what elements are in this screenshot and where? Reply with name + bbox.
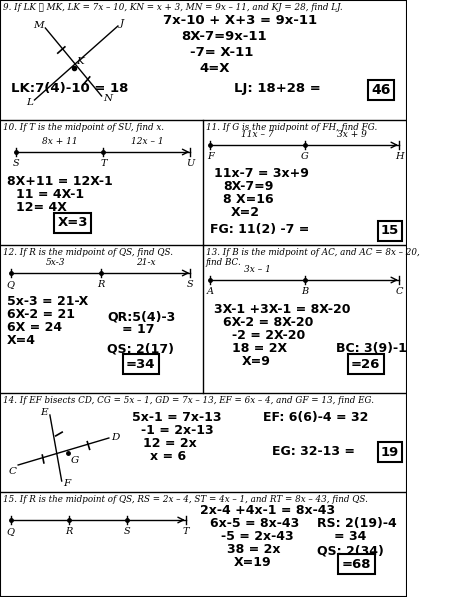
Text: 6X-2 = 21: 6X-2 = 21 [7,308,75,321]
Text: QS: 2(34): QS: 2(34) [317,545,384,558]
Text: -7= X-11: -7= X-11 [190,46,254,59]
Text: K: K [76,57,84,66]
Text: 3x – 1: 3x – 1 [244,265,271,274]
Text: 8x + 11: 8x + 11 [42,137,78,146]
Text: 5x-3: 5x-3 [46,258,66,267]
Text: F: F [207,152,214,161]
Text: EG: 32-13 =: EG: 32-13 = [272,445,355,458]
Text: 8X-7=9x-11: 8X-7=9x-11 [181,30,267,43]
Text: -1 = 2x-13: -1 = 2x-13 [141,424,213,437]
Text: 7x-10 + X+3 = 9x-11: 7x-10 + X+3 = 9x-11 [163,14,317,27]
Text: 38 = 2x: 38 = 2x [227,543,280,556]
Text: 8X+11 = 12X-1: 8X+11 = 12X-1 [7,175,113,188]
Text: LK:7(4)-10 = 18: LK:7(4)-10 = 18 [11,82,128,95]
Text: D: D [110,433,119,442]
Text: 9. If LK ≅ MK, LK = 7x – 10, KN = x + 3, MN = 9x – 11, and KJ = 28, find LJ.: 9. If LK ≅ MK, LK = 7x – 10, KN = x + 3,… [3,3,342,12]
Text: 46: 46 [371,83,391,97]
Text: 8X-7=9: 8X-7=9 [223,180,273,193]
Text: R: R [65,527,73,536]
Text: =26: =26 [351,358,380,371]
Text: 5x-1 = 7x-13: 5x-1 = 7x-13 [132,411,221,424]
Text: 11x – 7: 11x – 7 [241,130,274,139]
Text: 12 = 2x: 12 = 2x [143,437,197,450]
Text: -2 = 2X-20: -2 = 2X-20 [232,329,305,342]
Text: U: U [186,159,194,168]
Text: Q: Q [7,280,15,289]
Text: R: R [97,280,104,289]
Text: RS: 2(19)-4: RS: 2(19)-4 [317,517,397,530]
Text: Q: Q [7,527,15,536]
Text: BC: 3(9)-1: BC: 3(9)-1 [336,342,406,355]
Text: = 34: = 34 [334,530,366,543]
Text: 6X = 24: 6X = 24 [7,321,62,334]
Text: B: B [301,287,308,296]
Text: 18 = 2X: 18 = 2X [232,342,287,355]
Text: 5x-3 = 21-X: 5x-3 = 21-X [7,295,88,308]
Text: X=3: X=3 [57,217,88,229]
Text: X=2: X=2 [230,206,260,219]
Text: 12. If R is the midpoint of QS, find QS.: 12. If R is the midpoint of QS, find QS. [3,248,173,257]
Text: 8 X=16: 8 X=16 [223,193,274,206]
Text: X=4: X=4 [7,334,36,347]
Text: 21-x: 21-x [136,258,155,267]
Text: 11x-7 = 3x+9: 11x-7 = 3x+9 [214,167,309,180]
Text: J: J [120,19,124,28]
Text: 3x + 9: 3x + 9 [337,130,367,139]
Text: A: A [207,287,214,296]
Text: C: C [396,287,403,296]
Text: 10. If T is the midpoint of SU, find x.: 10. If T is the midpoint of SU, find x. [3,123,164,132]
Text: S: S [187,280,194,289]
Text: FG: 11(2) -7 =: FG: 11(2) -7 = [211,223,310,236]
Text: X=9: X=9 [241,355,270,368]
Text: 6x-5 = 8x-43: 6x-5 = 8x-43 [211,517,299,530]
Text: EF: 6(6)-4 = 32: EF: 6(6)-4 = 32 [263,411,369,424]
Text: QR:5(4)-3: QR:5(4)-3 [107,310,175,323]
Text: 4=X: 4=X [199,62,230,75]
Text: =68: =68 [342,558,371,571]
Text: 6X-2 = 8X-20: 6X-2 = 8X-20 [223,316,313,329]
Text: 2x-4 +4x-1 = 8x-43: 2x-4 +4x-1 = 8x-43 [199,504,335,517]
Text: C: C [9,467,16,476]
Text: H: H [395,152,403,161]
Text: 11 = 4X-1: 11 = 4X-1 [16,188,84,201]
Text: -5 = 2x-43: -5 = 2x-43 [221,530,294,543]
Text: T: T [183,527,189,536]
Text: x = 6: x = 6 [150,450,186,463]
Text: G: G [301,152,308,161]
Text: L: L [26,98,33,107]
Text: 19: 19 [381,445,399,458]
Text: 13. If B is the midpoint of AC, and AC = 8x – 20,: 13. If B is the midpoint of AC, and AC =… [206,248,420,257]
Text: = 17: = 17 [123,323,155,336]
Text: 11. If G is the midpoint of FH, find FG.: 11. If G is the midpoint of FH, find FG. [206,123,377,132]
Text: 14. If EF bisects CD, CG = 5x – 1, GD = 7x – 13, EF = 6x – 4, and GF = 13, find : 14. If EF bisects CD, CG = 5x – 1, GD = … [3,396,374,405]
Text: LJ: 18+28 =: LJ: 18+28 = [234,82,321,95]
Text: 15: 15 [381,224,399,238]
Text: X=19: X=19 [234,556,272,569]
Text: S: S [123,527,130,536]
Text: QS: 2(17): QS: 2(17) [107,342,174,355]
Text: 15. If R is the midpoint of QS, RS = 2x – 4, ST = 4x – 1, and RT = 8x – 43, find: 15. If R is the midpoint of QS, RS = 2x … [3,495,368,504]
Text: 12x – 1: 12x – 1 [131,137,163,146]
Text: E: E [40,408,48,417]
Text: N: N [103,94,113,103]
Text: 3X-1 +3X-1 = 8X-20: 3X-1 +3X-1 = 8X-20 [214,303,351,316]
Text: find BC.: find BC. [206,258,242,267]
Text: G: G [71,456,79,465]
Text: M: M [33,21,44,30]
Text: T: T [100,159,107,168]
Text: S: S [13,159,20,168]
Text: 12= 4X: 12= 4X [16,201,67,214]
Text: F: F [63,479,71,488]
Text: =34: =34 [126,358,155,371]
